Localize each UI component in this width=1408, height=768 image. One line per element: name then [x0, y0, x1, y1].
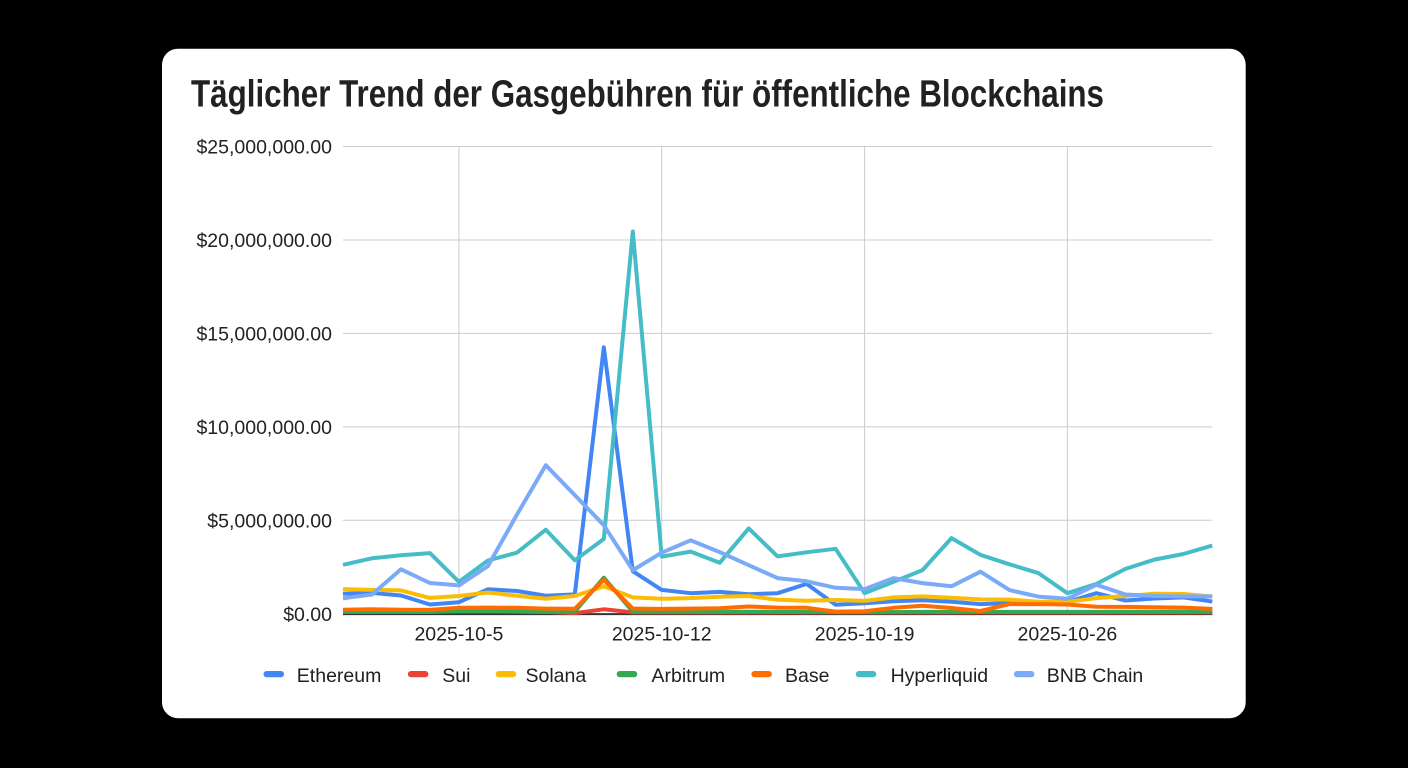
svg-text:Arbitrum: Arbitrum — [652, 665, 726, 687]
svg-text:2025-10-19: 2025-10-19 — [815, 624, 915, 646]
svg-text:BNB Chain: BNB Chain — [1047, 665, 1143, 687]
svg-text:2025-10-5: 2025-10-5 — [414, 624, 503, 646]
svg-text:$10,000,000.00: $10,000,000.00 — [196, 417, 332, 439]
svg-text:Ethereum: Ethereum — [297, 665, 382, 687]
svg-text:$5,000,000.00: $5,000,000.00 — [207, 510, 332, 532]
svg-text:$0.00: $0.00 — [283, 604, 332, 626]
svg-text:Hyperliquid: Hyperliquid — [891, 665, 989, 687]
svg-text:$25,000,000.00: $25,000,000.00 — [196, 137, 332, 159]
svg-text:2025-10-26: 2025-10-26 — [1018, 624, 1118, 646]
svg-text:Base: Base — [785, 665, 829, 687]
svg-text:Solana: Solana — [526, 665, 587, 687]
svg-text:$15,000,000.00: $15,000,000.00 — [196, 323, 332, 345]
svg-text:$20,000,000.00: $20,000,000.00 — [196, 230, 332, 252]
svg-text:Täglicher Trend der Gasgebühre: Täglicher Trend der Gasgebühren für öffe… — [191, 74, 1104, 116]
svg-text:2025-10-12: 2025-10-12 — [612, 624, 712, 646]
svg-text:Sui: Sui — [442, 665, 470, 687]
